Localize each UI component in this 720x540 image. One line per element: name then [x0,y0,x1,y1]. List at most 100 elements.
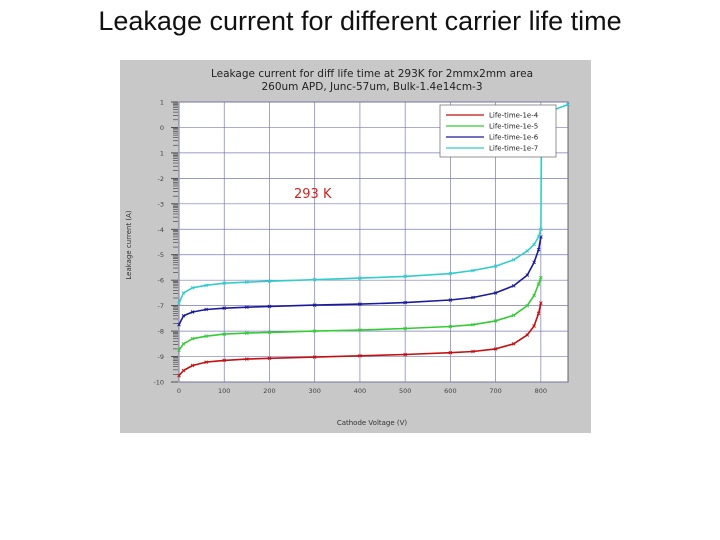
data-point [204,307,208,312]
legend-label: Life-time-1e-5 [489,123,538,131]
data-point [471,322,475,327]
data-point [511,313,516,318]
y-tick-label: 0 [160,124,164,132]
legend-label: Life-time-1e-4 [489,112,539,120]
x-tick-label: 700 [489,387,501,395]
data-point [403,274,407,279]
data-point [448,350,453,355]
data-point [525,273,530,277]
data-point [532,242,536,247]
data-point [222,332,227,336]
data-point [177,348,181,353]
data-point [267,330,272,335]
leakage-current-chart: 0 100 200 300 400 500 600 700 800 1 0 1 -2 -3 -4 -5 -6 -7… [125,68,570,427]
y-tick-label: -3 [158,200,164,208]
data-point [181,291,186,295]
data-point [204,360,208,364]
chart-panel: 0 100 200 300 400 500 600 700 800 1 0 1 -2 -3 -4 -5 -6 -7… [120,60,591,433]
y-tick-label: -2 [158,175,164,183]
x-tick-label: 400 [354,387,366,395]
data-point [448,271,453,276]
data-point [190,336,195,341]
data-point [245,305,249,309]
y-tick-label: -4 [158,226,164,234]
data-point [312,277,317,282]
data-point [222,306,227,311]
data-point [403,326,407,331]
x-tick-label: 300 [308,387,320,395]
x-axis-label: Cathode Voltage (V) [337,419,408,427]
data-point [471,268,475,273]
y-axis-label: Leakage current (A) [125,210,133,280]
data-point [539,275,543,280]
data-point [532,293,536,298]
data-point [190,285,195,290]
x-tick-label: 0 [177,387,181,395]
data-point [511,257,516,262]
data-point [532,324,536,328]
chart-title: Leakage current for diff life time at 29… [211,68,533,80]
data-point [181,313,186,318]
data-point [358,328,362,332]
data-point [403,300,407,305]
data-point [267,304,272,309]
y-tick-label: -6 [158,277,164,285]
data-point [539,301,543,305]
data-point [181,341,186,346]
temperature-annotation: 293 K [294,187,332,202]
data-point [539,227,543,232]
axis-ticks: 0 100 200 300 400 500 600 700 800 1 0 1 -2 -3 -4 -5 -6 -7… [153,99,547,396]
data-point [448,298,453,302]
x-tick-label: 500 [399,387,411,395]
data-point [403,352,407,357]
data-point [190,363,195,368]
y-tick-label: -5 [158,251,164,259]
data-point [525,303,530,308]
y-tick-label: 1 [160,149,164,157]
data-point [245,357,249,361]
data-point [358,353,362,358]
data-point [493,264,498,269]
x-tick-label: 100 [218,387,230,395]
data-point [525,249,530,253]
data-point [177,322,181,327]
legend: Life-time-1e-4 Life-time-1e-5 Life-time-1e… [439,104,557,158]
slide-title: Leakage current for different carrier li… [98,6,622,36]
legend-label: Life-time-1e-6 [489,134,539,142]
data-point [536,235,541,239]
data-point [448,324,453,329]
data-point [471,349,475,354]
y-tick-label: -7 [158,302,164,310]
data-point [532,260,536,265]
data-point [177,373,181,378]
data-point [177,301,181,305]
data-point [566,102,570,107]
data-point [525,333,530,337]
data-point [204,334,208,339]
data-point [245,280,249,285]
data-point [222,358,227,363]
data-point [267,356,272,361]
data-point [471,295,475,300]
series-line-3 [178,236,542,326]
data-point [222,281,227,286]
data-point [493,319,498,323]
data-point [358,302,362,306]
y-tick-label: -8 [158,328,164,336]
data-point [267,279,272,284]
data-point [312,355,317,359]
data-point [358,276,362,280]
data-point [312,303,317,307]
data-point [536,247,541,252]
data-point [536,282,541,286]
data-point [190,310,195,314]
chart-subtitle: 260um APD, Junc-57um, Bulk-1.4e14cm-3 [261,81,482,93]
legend-label: Life-time-1e-7 [489,145,538,153]
data-point [511,283,516,288]
x-tick-label: 200 [263,387,275,395]
data-point [511,341,516,346]
x-tick-label: 600 [444,387,456,395]
series-group [177,102,570,378]
data-point [493,347,498,351]
data-point [204,283,208,288]
